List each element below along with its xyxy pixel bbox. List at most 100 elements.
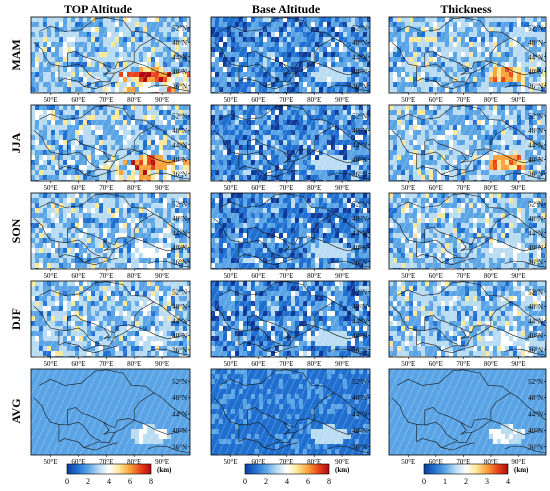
lon-tick-label: 60°E: [71, 184, 85, 192]
colorbar-3: 0 1 2 3 4 (km): [422, 463, 529, 486]
lat-tick-label: 48°N: [172, 303, 187, 311]
lat-tick-label: 48°N: [528, 303, 543, 311]
lon-tick-label: 70°E: [279, 360, 293, 368]
colorbar-tick-label: 3: [485, 477, 489, 486]
lat-tick-label: 40°N: [172, 244, 187, 252]
lat-tick-label: 48°N: [172, 39, 187, 47]
panel-son-3: 50°E 60°E 70°E 80°E 90°E 52°N 48°N 44°N 40°N 36°N: [388, 192, 547, 280]
lat-tick-label: 44°N: [352, 411, 367, 419]
lat-tick-label: 40°N: [528, 332, 543, 340]
lat-tick-label: 40°N: [172, 427, 187, 435]
lat-tick-label: 52°N: [528, 24, 543, 32]
lat-tick-label: 48°N: [528, 39, 543, 47]
panel-frame: [210, 104, 371, 182]
lon-tick-label: 90°E: [335, 184, 349, 192]
panel-mam-1: 50°E 60°E 70°E 80°E 90°E 52°N 48°N 44°N 40°N 36°N: [30, 16, 191, 104]
lon-tick-label: 70°E: [279, 458, 293, 466]
lon-tick-label: 60°E: [251, 96, 265, 104]
colorbar-tick-label: 1: [443, 477, 447, 486]
panel-son-1: 50°E 60°E 70°E 80°E 90°E 52°N 48°N 44°N 40°N 36°N: [30, 192, 191, 280]
column-title-top-altitude: TOP Altitude: [64, 2, 133, 16]
lat-tick-label: 48°N: [528, 394, 543, 402]
row-label-jja: JJA: [9, 132, 23, 153]
lon-tick-label: 50°E: [223, 360, 237, 368]
colorbar-tick-label: 2: [86, 477, 90, 486]
panel-djf-2: 50°E 60°E 70°E 80°E 90°E 52°N 48°N 44°N 40°N 36°N: [210, 280, 371, 368]
panel-mam-3: 50°E 60°E 70°E 80°E 90°E 52°N 48°N 44°N 40°N 36°N: [388, 16, 547, 104]
lat-tick-label: 52°N: [172, 112, 187, 120]
lat-tick-label: 40°N: [528, 68, 543, 76]
lat-tick-label: 40°N: [172, 156, 187, 164]
lon-tick-label: 80°E: [127, 360, 141, 368]
lat-tick-label: 44°N: [528, 141, 543, 149]
lat-tick-label: 52°N: [172, 24, 187, 32]
lat-tick-label: 52°N: [352, 288, 367, 296]
colorbar-tick-label: 8: [327, 477, 331, 486]
lon-tick-label: 80°E: [127, 458, 141, 466]
colorbar-tick-label: 0: [243, 477, 247, 486]
panel-frame: [210, 280, 371, 358]
lat-tick-label: 36°N: [172, 170, 187, 178]
lat-tick-label: 36°N: [352, 443, 367, 451]
lat-tick-label: 48°N: [352, 215, 367, 223]
lon-tick-label: 90°E: [155, 360, 169, 368]
lon-tick-label: 60°E: [251, 360, 265, 368]
panel-frame: [30, 104, 191, 182]
lat-tick-label: 36°N: [352, 170, 367, 178]
lat-tick-label: 52°N: [172, 200, 187, 208]
lon-tick-label: 90°E: [511, 458, 525, 466]
lon-tick-label: 70°E: [456, 96, 470, 104]
lon-tick-label: 90°E: [511, 184, 525, 192]
colorbar-tick-label: 0: [65, 477, 69, 486]
lon-tick-label: 60°E: [251, 272, 265, 280]
lon-tick-label: 80°E: [484, 184, 498, 192]
panel-djf-1: 50°E 60°E 70°E 80°E 90°E 52°N 48°N 44°N 40°N 36°N: [30, 280, 191, 368]
lon-tick-label: 60°E: [429, 96, 443, 104]
lat-tick-label: 52°N: [352, 378, 367, 386]
lat-tick-label: 40°N: [528, 156, 543, 164]
lat-tick-label: 40°N: [172, 332, 187, 340]
lat-tick-label: 48°N: [352, 39, 367, 47]
panel-frame: [388, 16, 547, 94]
lon-tick-label: 70°E: [99, 96, 113, 104]
lon-tick-label: 80°E: [127, 184, 141, 192]
lat-tick-label: 52°N: [352, 24, 367, 32]
colorbar-unit-label: (km): [157, 466, 172, 474]
panel-jja-1: 50°E 60°E 70°E 80°E 90°E 52°N 48°N 44°N 40°N 36°N: [30, 104, 191, 192]
lon-tick-label: 60°E: [429, 458, 443, 466]
lat-tick-label: 36°N: [528, 258, 543, 266]
lat-tick-label: 52°N: [172, 288, 187, 296]
lon-tick-label: 50°E: [43, 184, 57, 192]
colorbar-1: 0 2 4 6 8 (km): [65, 463, 172, 486]
lat-tick-label: 52°N: [352, 200, 367, 208]
lat-tick-label: 44°N: [172, 411, 187, 419]
lat-tick-label: 40°N: [528, 244, 543, 252]
lat-tick-label: 48°N: [352, 394, 367, 402]
lat-tick-label: 44°N: [172, 141, 187, 149]
lon-tick-label: 80°E: [484, 360, 498, 368]
panel-frame: [210, 368, 371, 456]
lon-tick-label: 60°E: [71, 458, 85, 466]
lat-tick-label: 36°N: [352, 258, 367, 266]
lon-tick-label: 80°E: [307, 96, 321, 104]
panel-jja-2: 50°E 60°E 70°E 80°E 90°E 52°N 48°N 44°N 40°N 36°N: [210, 104, 371, 192]
column-title-thickness: Thickness: [440, 2, 492, 16]
lat-tick-label: 40°N: [352, 68, 367, 76]
lon-tick-label: 90°E: [511, 96, 525, 104]
lon-tick-label: 50°E: [43, 360, 57, 368]
lon-tick-label: 50°E: [43, 458, 57, 466]
lon-tick-label: 50°E: [223, 184, 237, 192]
row-label-mam: MAM: [9, 39, 23, 70]
lon-tick-label: 80°E: [307, 360, 321, 368]
lat-tick-label: 44°N: [172, 53, 187, 61]
lon-tick-label: 60°E: [251, 184, 265, 192]
panel-frame: [388, 104, 547, 182]
lat-tick-label: 40°N: [352, 332, 367, 340]
lat-tick-label: 48°N: [172, 215, 187, 223]
lon-tick-label: 70°E: [456, 458, 470, 466]
lat-tick-label: 48°N: [172, 394, 187, 402]
lat-tick-label: 44°N: [172, 229, 187, 237]
lat-tick-label: 48°N: [352, 127, 367, 135]
lon-tick-label: 60°E: [429, 184, 443, 192]
